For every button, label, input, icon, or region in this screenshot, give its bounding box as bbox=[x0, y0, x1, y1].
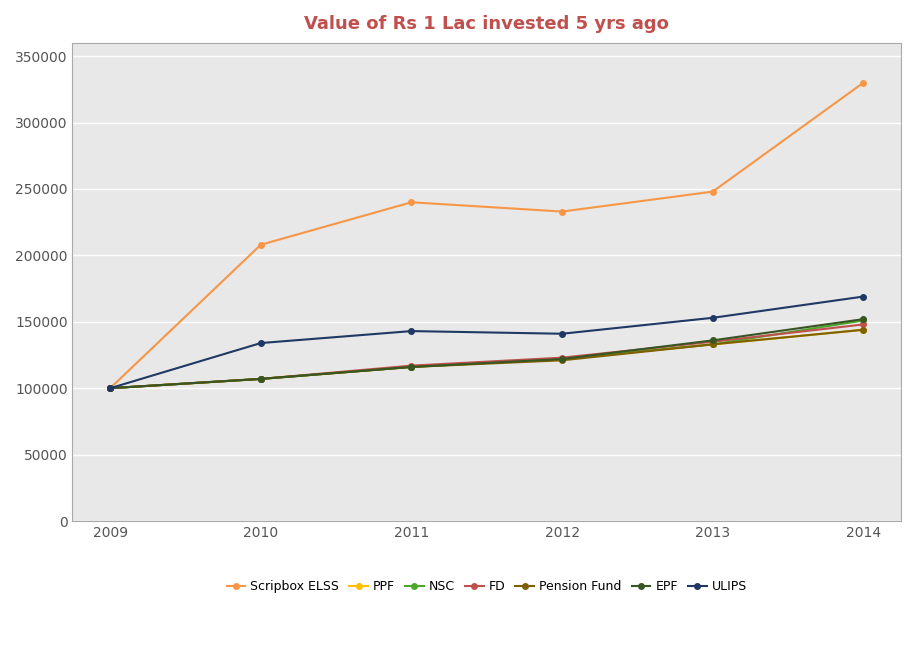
FD bbox=[557, 354, 568, 362]
NSC bbox=[104, 384, 115, 392]
NSC bbox=[858, 316, 869, 324]
Line: PPF: PPF bbox=[107, 327, 867, 391]
NSC bbox=[406, 363, 417, 371]
Pension Fund bbox=[707, 341, 718, 348]
PPF bbox=[557, 355, 568, 363]
NSC bbox=[256, 375, 267, 383]
Scripbox ELSS bbox=[707, 188, 718, 196]
NSC bbox=[557, 355, 568, 363]
PPF bbox=[707, 341, 718, 348]
FD bbox=[707, 338, 718, 346]
NSC bbox=[707, 341, 718, 348]
Line: EPF: EPF bbox=[107, 316, 867, 391]
Pension Fund bbox=[406, 363, 417, 371]
Scripbox ELSS bbox=[406, 198, 417, 206]
Pension Fund bbox=[104, 384, 115, 392]
Line: Pension Fund: Pension Fund bbox=[107, 327, 867, 391]
ULIPS bbox=[858, 293, 869, 301]
Pension Fund bbox=[557, 356, 568, 364]
ULIPS bbox=[707, 314, 718, 322]
Title: Value of Rs 1 Lac invested 5 yrs ago: Value of Rs 1 Lac invested 5 yrs ago bbox=[304, 15, 670, 33]
EPF bbox=[104, 384, 115, 392]
Scripbox ELSS bbox=[858, 79, 869, 86]
Line: NSC: NSC bbox=[107, 318, 867, 391]
Line: Scripbox ELSS: Scripbox ELSS bbox=[107, 80, 867, 391]
Scripbox ELSS bbox=[104, 384, 115, 392]
EPF bbox=[858, 315, 869, 323]
PPF bbox=[256, 375, 267, 383]
Scripbox ELSS bbox=[256, 241, 267, 249]
EPF bbox=[557, 355, 568, 363]
PPF bbox=[406, 363, 417, 371]
Line: ULIPS: ULIPS bbox=[107, 294, 867, 391]
FD bbox=[104, 384, 115, 392]
Line: FD: FD bbox=[107, 322, 867, 391]
EPF bbox=[707, 337, 718, 345]
FD bbox=[256, 375, 267, 383]
EPF bbox=[406, 363, 417, 371]
FD bbox=[406, 362, 417, 369]
ULIPS bbox=[557, 330, 568, 338]
Legend: Scripbox ELSS, PPF, NSC, FD, Pension Fund, EPF, ULIPS: Scripbox ELSS, PPF, NSC, FD, Pension Fun… bbox=[222, 575, 752, 598]
Scripbox ELSS bbox=[557, 208, 568, 215]
Pension Fund bbox=[858, 326, 869, 333]
FD bbox=[858, 320, 869, 328]
ULIPS bbox=[406, 327, 417, 335]
PPF bbox=[104, 384, 115, 392]
PPF bbox=[858, 326, 869, 333]
Pension Fund bbox=[256, 375, 267, 383]
EPF bbox=[256, 375, 267, 383]
ULIPS bbox=[256, 339, 267, 347]
ULIPS bbox=[104, 384, 115, 392]
